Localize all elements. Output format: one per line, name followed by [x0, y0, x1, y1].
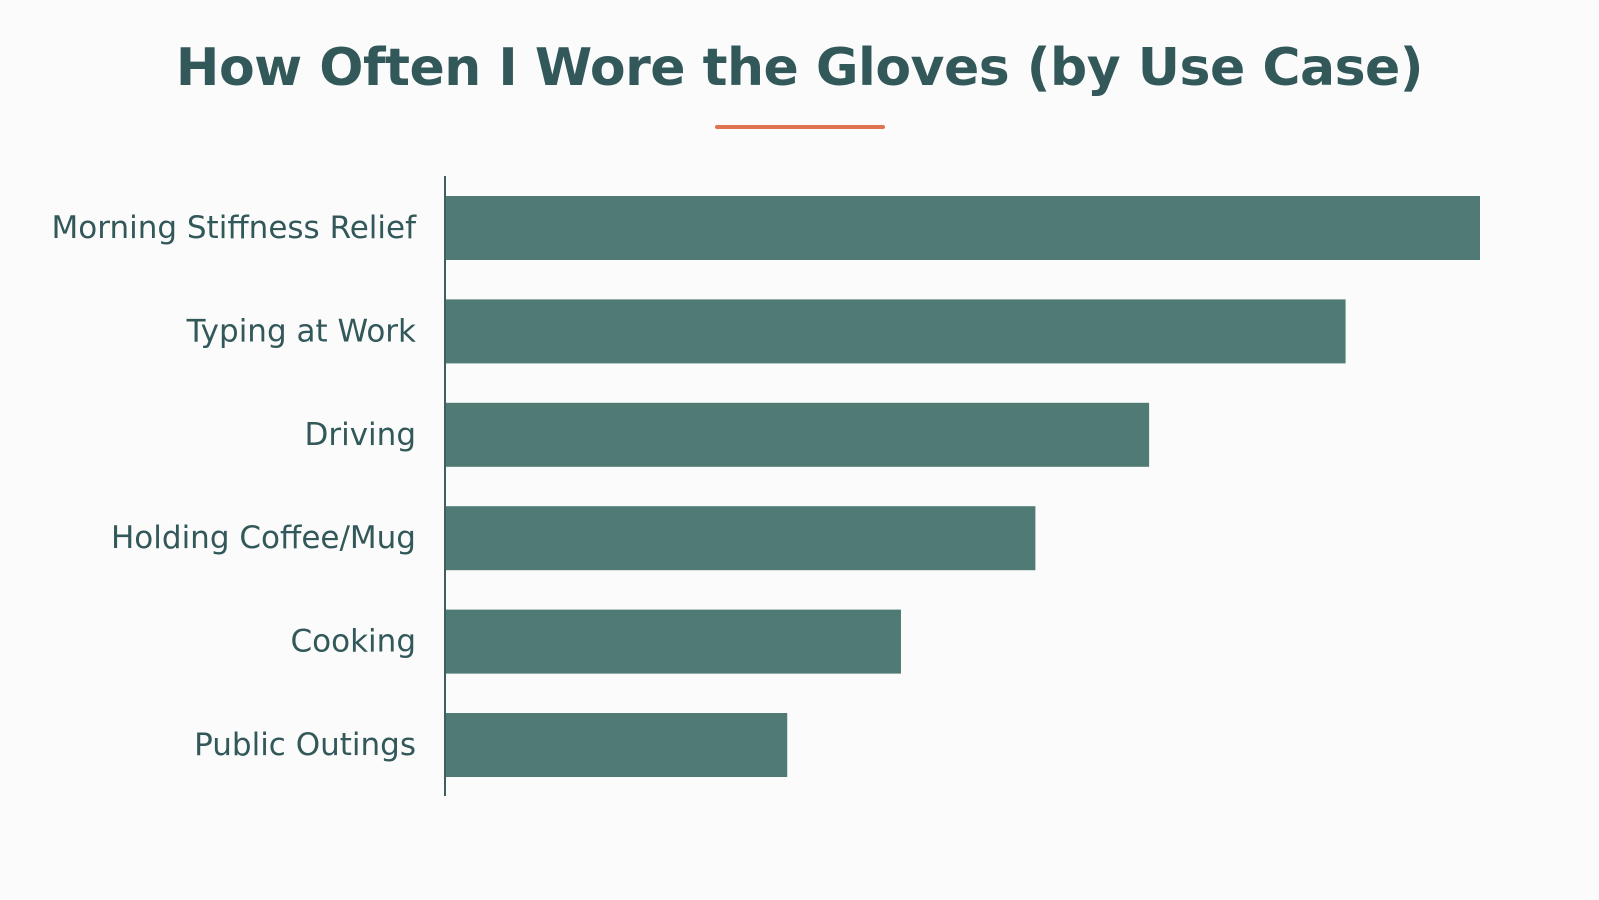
bar-driving	[446, 402, 1150, 467]
bar-morning-stiffness-relief	[446, 196, 1480, 260]
category-label: Morning Stiffness Relief	[52, 210, 418, 246]
bar-holding-coffee-mug	[446, 506, 1036, 571]
category-label: Cooking	[291, 624, 416, 660]
bar-typing-at-work	[446, 299, 1346, 364]
category-labels: Morning Stiffness Relief Typing at Work Dr…	[52, 210, 418, 763]
category-label: Driving	[304, 417, 416, 453]
category-label: Holding Coffee/Mug	[111, 520, 416, 556]
bars-layer	[446, 196, 1480, 777]
bar-public-outings	[446, 713, 788, 777]
title-underline	[715, 125, 885, 129]
bar-cooking	[446, 609, 901, 674]
category-label: Public Outings	[194, 727, 416, 763]
chart-title: How Often I Wore the Gloves (by Use Case…	[175, 38, 1424, 98]
category-label: Typing at Work	[186, 313, 416, 349]
